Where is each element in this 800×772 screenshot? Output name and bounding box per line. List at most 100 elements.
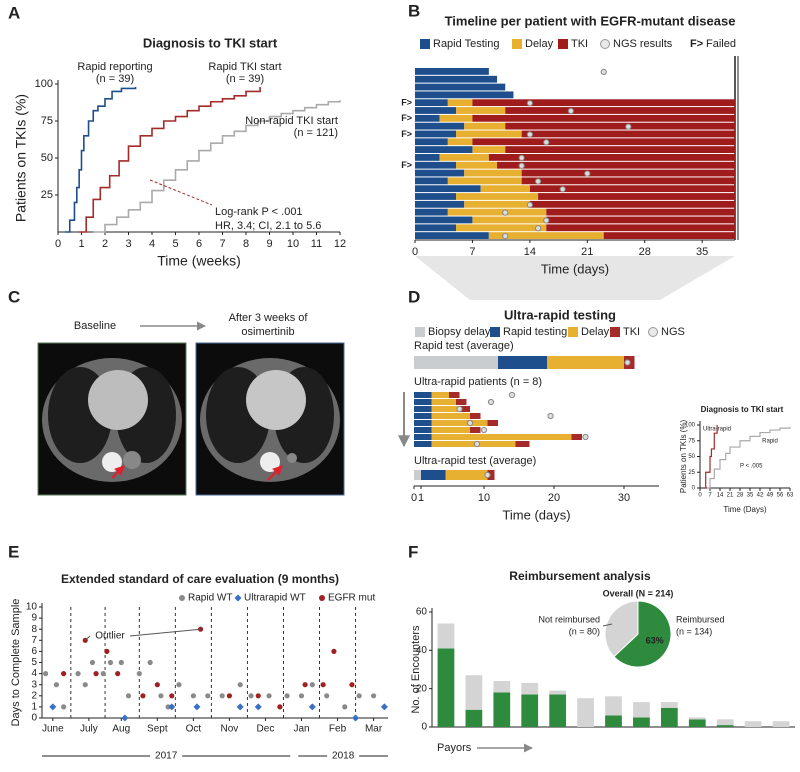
km-curve (704, 425, 718, 489)
x-tick-label: 4 (149, 238, 155, 250)
bar (577, 698, 594, 727)
x-tick-label: Mar (365, 724, 383, 735)
ngs-marker (567, 107, 574, 115)
x-tick-label: 49 (767, 493, 774, 499)
point (93, 671, 99, 677)
pie-count: (n = 80) (569, 626, 600, 636)
group-label: Ultra-rapid test (average) (414, 455, 536, 467)
segment (415, 185, 481, 193)
panel-letter: D (408, 287, 420, 306)
segment (472, 114, 735, 122)
segment (515, 441, 530, 447)
point (352, 714, 360, 722)
legend-swatch (558, 39, 568, 49)
y-tick-label: 40 (416, 645, 428, 656)
y-tick-label: 100 (35, 78, 53, 90)
chart-title: Diagnosis to TKI start (143, 35, 278, 50)
point (190, 693, 196, 699)
y-tick-label: 5 (31, 657, 37, 668)
panel-letter: C (8, 287, 20, 306)
segment (415, 169, 465, 177)
y-tick-label: 7 (31, 635, 37, 646)
y-tick-label: 6 (31, 646, 37, 657)
point (236, 703, 244, 711)
x-tick-label: 1 (418, 492, 424, 504)
x-tick-label: 7 (708, 493, 712, 499)
segment (447, 208, 547, 216)
zoom-wedge (415, 256, 735, 300)
segment (464, 169, 522, 177)
x-axis-label: Time (days) (502, 507, 570, 522)
segment (603, 232, 735, 239)
bar (437, 648, 455, 727)
annotation-leader (129, 628, 201, 637)
bar (660, 707, 678, 727)
segment (456, 224, 547, 232)
segment (439, 154, 489, 161)
point (49, 703, 57, 711)
point (320, 682, 326, 688)
y-tick-label: 50 (41, 152, 53, 164)
legend-swatch (512, 39, 522, 49)
point (140, 693, 146, 699)
point (309, 682, 315, 688)
bar (465, 709, 483, 727)
segment (415, 232, 489, 239)
failed-flag: F> (401, 160, 412, 170)
segment (415, 216, 473, 224)
bar (744, 721, 762, 727)
legend-marker (179, 595, 185, 601)
y-tick-label: 75 (41, 115, 53, 127)
x-tick-label: 20 (548, 492, 560, 504)
point (237, 682, 243, 688)
point (107, 659, 114, 666)
segment (472, 216, 547, 224)
point (158, 693, 164, 699)
bar (549, 690, 567, 695)
chart-title: Overall (N = 214) (603, 588, 674, 598)
point (53, 682, 60, 688)
point (165, 704, 171, 710)
point (308, 703, 316, 711)
segment (445, 470, 488, 480)
legend-label: Failed (706, 38, 736, 50)
x-tick-label: Feb (329, 724, 347, 735)
segment (546, 208, 735, 216)
series-n-label: (n = 121) (294, 127, 338, 139)
point (349, 682, 355, 688)
chart-title: Extended standard of care evaluation (9 … (61, 572, 339, 586)
x-tick-label: 10 (287, 238, 299, 250)
ngs-marker (526, 201, 533, 208)
segment (415, 146, 473, 153)
segment (488, 154, 735, 161)
ngs-marker (502, 232, 509, 240)
legend-swatch (610, 327, 620, 337)
failed-flag: F> (401, 98, 412, 108)
segment (414, 420, 432, 426)
segment (415, 130, 457, 138)
x-tick-label: 28 (639, 246, 651, 258)
point (147, 659, 153, 666)
segment (472, 99, 735, 107)
point (302, 682, 308, 688)
segment (538, 193, 735, 200)
pie-count: (n = 134) (676, 626, 712, 636)
point (82, 682, 88, 688)
segment (456, 161, 498, 169)
x-tick-label: 14 (717, 493, 724, 499)
group-label: Rapid test (average) (414, 340, 514, 352)
point (331, 648, 337, 655)
ngs-marker (534, 225, 542, 232)
point (205, 693, 211, 699)
pie-label: Reimbursed (676, 614, 725, 624)
panel-letter: F (408, 542, 418, 561)
point (255, 693, 261, 699)
km-curve (93, 100, 341, 233)
legend-swatch (420, 39, 430, 49)
y-tick-label: 8 (31, 624, 37, 635)
point (43, 671, 49, 677)
segment (415, 68, 489, 75)
bar (633, 702, 650, 718)
y-tick-label: 20 (416, 683, 428, 694)
legend-label: TKI (623, 326, 640, 338)
